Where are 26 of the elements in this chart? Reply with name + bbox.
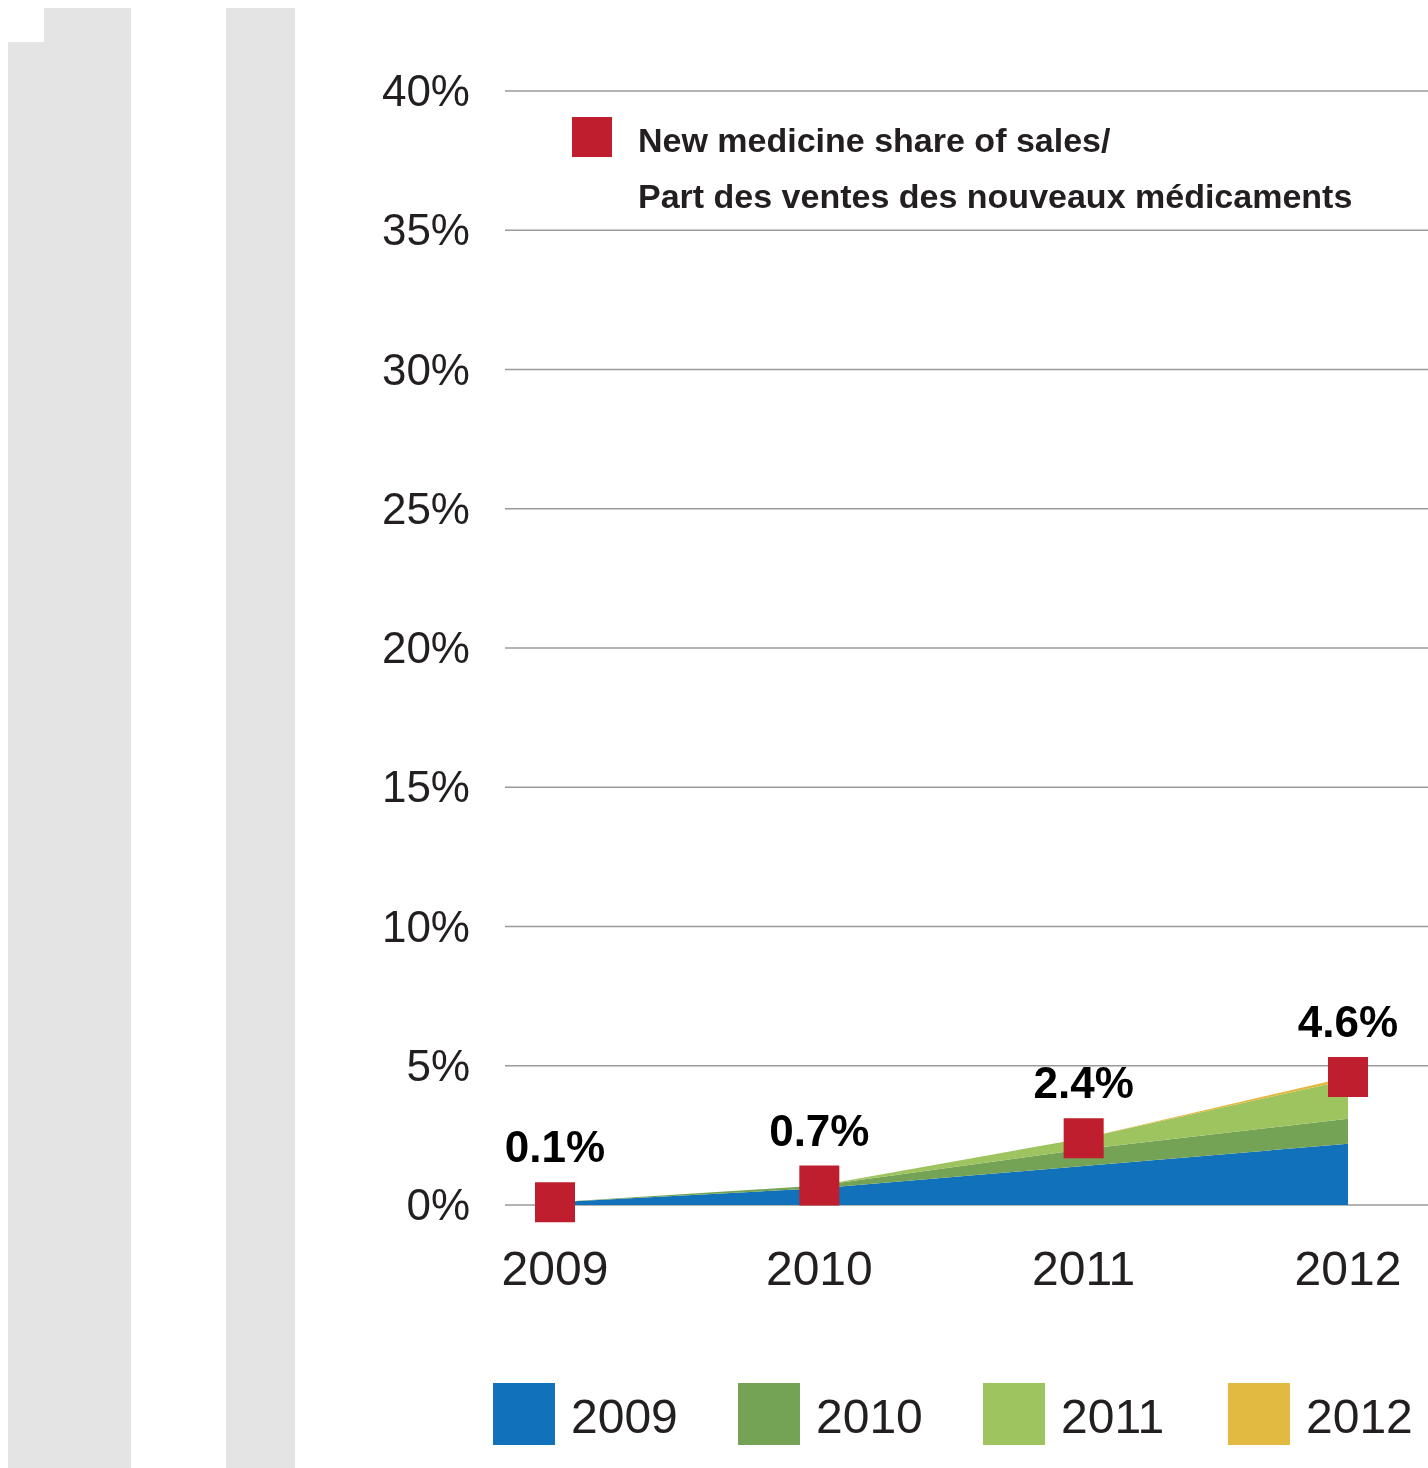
x-tick-label: 2012	[1294, 1242, 1402, 1295]
x-tick-label: 2010	[765, 1242, 873, 1295]
data-label: 2.4%	[1033, 1058, 1134, 1108]
point	[799, 1165, 840, 1206]
x-tick-label: 2011	[1032, 1242, 1136, 1295]
y-tick-label: 15%	[381, 762, 470, 812]
y-tick-label: 40%	[381, 66, 470, 115]
y-tick-label: 30%	[381, 344, 470, 394]
y-tick-label: 20%	[381, 623, 470, 672]
legend-label: 2011	[1061, 1390, 1165, 1443]
y-tick-label: 25%	[381, 483, 470, 533]
point	[1328, 1056, 1368, 1097]
data-label: 4.6%	[1297, 996, 1399, 1046]
data-label: 0.1%	[504, 1122, 606, 1172]
legend-label: New medicine share of sales/ Part des ventes des nouveaux médicaments	[638, 121, 1353, 215]
point	[1063, 1118, 1104, 1159]
x-tick-label: 2009	[501, 1242, 609, 1295]
point	[535, 1182, 575, 1223]
legend-label: 2009	[571, 1390, 678, 1443]
y-tick-label: 0%	[406, 1180, 470, 1229]
y-tick-label: 10%	[381, 901, 470, 951]
legend-label: 2010	[816, 1390, 923, 1443]
y-tick-label: 5%	[406, 1040, 470, 1090]
data-label: 0.7%	[769, 1105, 870, 1155]
legend-label: 2012	[1306, 1390, 1413, 1443]
y-tick-label: 35%	[381, 205, 470, 255]
